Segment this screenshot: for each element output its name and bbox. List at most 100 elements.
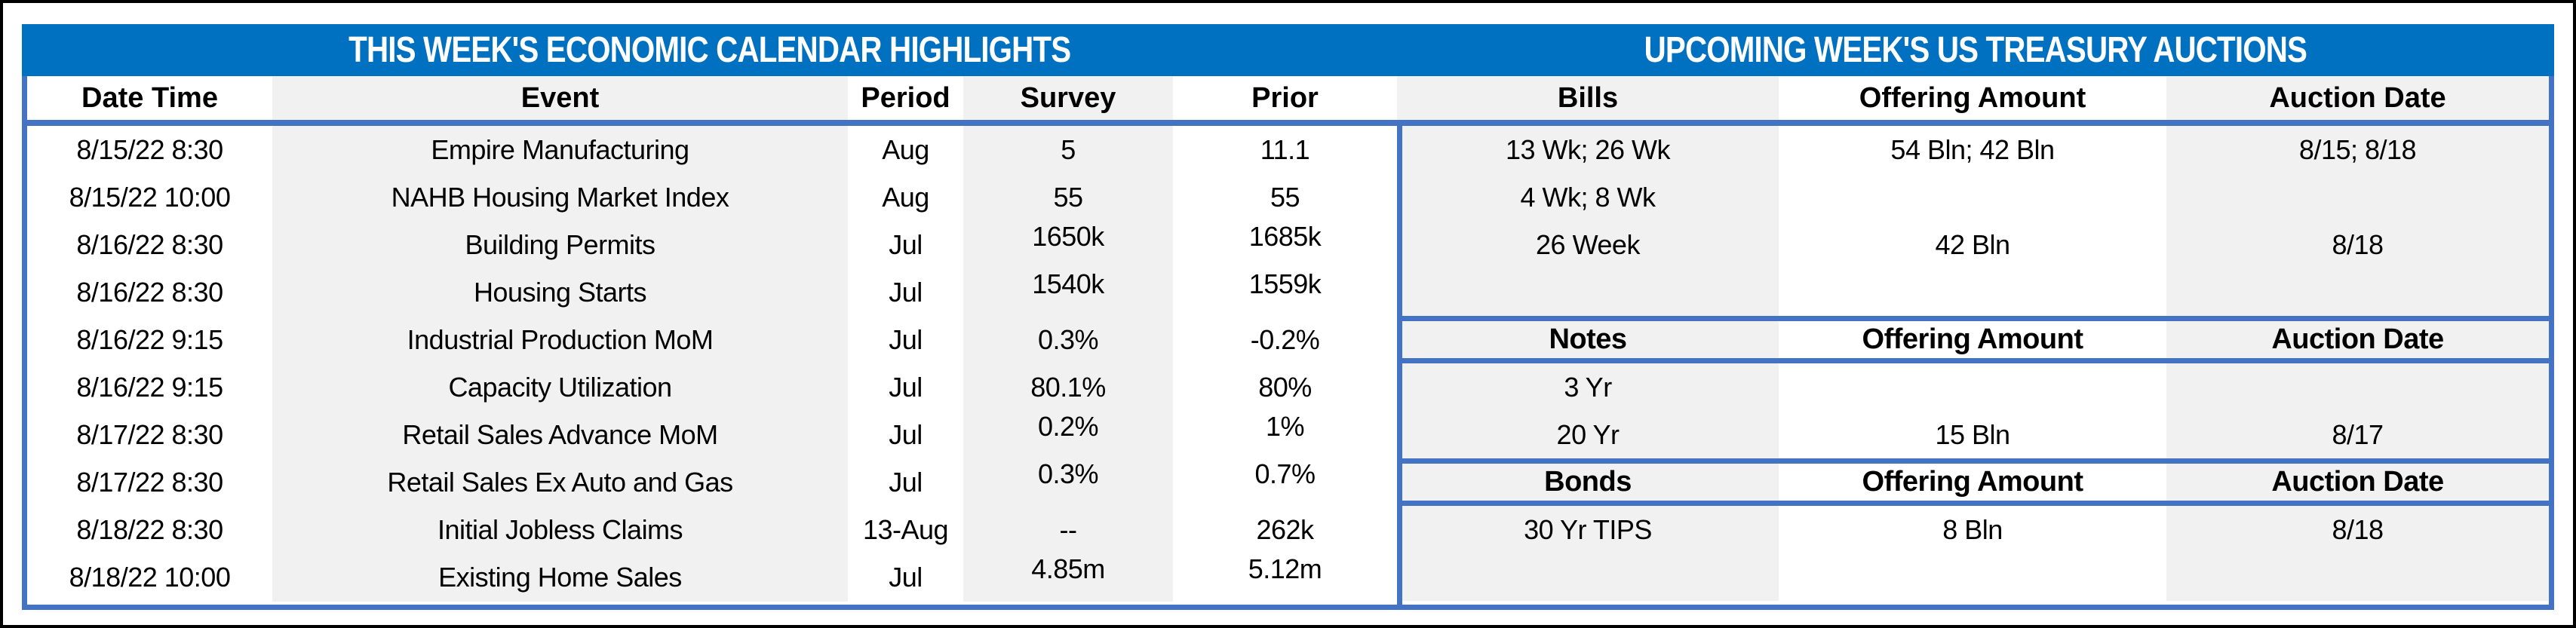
survey-cell: 0.3% [963, 316, 1173, 363]
header-offering-amount: Offering Amount [1779, 464, 2166, 501]
header-auction-date: Auction Date [2166, 464, 2549, 501]
calendar-row: 8/16/22 8:30 Housing Starts Jul 1540k 15… [27, 268, 1397, 317]
auction-date-cell: 8/18 [2166, 506, 2549, 553]
survey-cell: 55 [963, 173, 1173, 221]
calendar-row: 8/16/22 9:15 Industrial Production MoM J… [27, 316, 1397, 363]
prior-cell: 1685k [1173, 221, 1397, 269]
security-cell: 30 Yr TIPS [1397, 506, 1779, 553]
period-cell: Aug [848, 173, 963, 221]
bonds-header-row: Bonds Offering Amount Auction Date [1397, 458, 2549, 506]
auction-date-cell: 8/18 [2166, 221, 2549, 268]
event-cell: Industrial Production MoM [272, 316, 848, 363]
calendar-row: 8/18/22 10:00 Existing Home Sales Jul 4.… [27, 553, 1397, 602]
notes-header-row: Notes Offering Amount Auction Date [1397, 316, 2549, 363]
date-time-cell: 8/16/22 9:15 [27, 316, 272, 363]
prior-cell: 55 [1173, 173, 1397, 221]
period-cell: 13-Aug [848, 506, 963, 553]
prior-cell: 262k [1173, 506, 1397, 553]
date-time-cell: 8/16/22 9:15 [27, 363, 272, 411]
header-bonds: Bonds [1397, 464, 1779, 501]
period-cell: Jul [848, 411, 963, 459]
security-cell [1397, 553, 1779, 601]
period-cell: Jul [848, 316, 963, 363]
security-cell: 20 Yr [1397, 411, 1779, 458]
date-time-cell: 8/18/22 10:00 [27, 553, 272, 602]
header-event: Event [272, 76, 848, 120]
event-cell: Existing Home Sales [272, 553, 848, 602]
bills-row [1397, 268, 2549, 316]
event-cell: Retail Sales Ex Auto and Gas [272, 458, 848, 507]
prior-cell: 11.1 [1173, 126, 1397, 173]
calendar-row: 8/16/22 8:30 Building Permits Jul 1650k … [27, 221, 1397, 269]
date-time-cell: 8/15/22 8:30 [27, 126, 272, 173]
survey-cell: 0.2% [963, 411, 1173, 459]
security-cell: 3 Yr [1397, 363, 1779, 411]
auction-date-cell [2166, 553, 2549, 601]
auctions-title-band: UPCOMING WEEK'S US TREASURY AUCTIONS [1397, 24, 2554, 76]
offering-amount-cell: 15 Bln [1779, 411, 2166, 458]
calendar-title-band: THIS WEEK'S ECONOMIC CALENDAR HIGHLIGHTS [22, 24, 1397, 76]
period-cell: Jul [848, 458, 963, 507]
auction-date-cell [2166, 363, 2549, 411]
prior-cell: 0.7% [1173, 458, 1397, 507]
calendar-row: 8/15/22 8:30 Empire Manufacturing Aug 5 … [27, 126, 1397, 173]
date-time-cell: 8/15/22 10:00 [27, 173, 272, 221]
period-cell: Jul [848, 553, 963, 602]
notes-row: 3 Yr [1397, 363, 2549, 411]
offering-amount-cell: 8 Bln [1779, 506, 2166, 553]
notes-row: 20 Yr 15 Bln 8/17 [1397, 411, 2549, 458]
security-cell: 13 Wk; 26 Wk [1397, 126, 1779, 173]
event-cell: Building Permits [272, 221, 848, 269]
date-time-cell: 8/18/22 8:30 [27, 506, 272, 553]
event-cell: Empire Manufacturing [272, 126, 848, 173]
offering-amount-cell [1779, 363, 2166, 411]
header-offering-amount: Offering Amount [1779, 76, 2166, 120]
survey-cell: 5 [963, 126, 1173, 173]
header-auction-date: Auction Date [2166, 321, 2549, 358]
prior-cell: 1% [1173, 411, 1397, 459]
security-cell: 4 Wk; 8 Wk [1397, 173, 1779, 221]
calendar-body: 8/15/22 8:30 Empire Manufacturing Aug 5 … [27, 126, 1397, 605]
survey-cell: 4.85m [963, 553, 1173, 602]
period-cell: Aug [848, 126, 963, 173]
table-body: 8/15/22 8:30 Empire Manufacturing Aug 5 … [27, 126, 2549, 605]
date-time-cell: 8/17/22 8:30 [27, 458, 272, 507]
bonds-row: 30 Yr TIPS 8 Bln 8/18 [1397, 506, 2549, 553]
auctions-body: 13 Wk; 26 Wk 54 Bln; 42 Bln 8/15; 8/18 4… [1397, 126, 2549, 605]
auction-date-cell: 8/15; 8/18 [2166, 126, 2549, 173]
calendar-row: 8/15/22 10:00 NAHB Housing Market Index … [27, 173, 1397, 221]
offering-amount-cell [1779, 268, 2166, 316]
offering-amount-cell: 54 Bln; 42 Bln [1779, 126, 2166, 173]
calendar-row: 8/17/22 8:30 Retail Sales Advance MoM Ju… [27, 411, 1397, 459]
calendar-row: 8/16/22 9:15 Capacity Utilization Jul 80… [27, 363, 1397, 411]
offering-amount-cell: 42 Bln [1779, 221, 2166, 268]
offering-amount-cell [1779, 173, 2166, 221]
survey-cell: 80.1% [963, 363, 1173, 411]
grid: Date Time Event Period Survey Prior Bill… [22, 76, 2554, 610]
header-prior: Prior [1173, 76, 1397, 120]
header-notes: Notes [1397, 321, 1779, 358]
header-survey: Survey [963, 76, 1173, 120]
survey-cell: 1540k [963, 268, 1173, 317]
date-time-cell: 8/16/22 8:30 [27, 221, 272, 269]
survey-cell: -- [963, 506, 1173, 553]
survey-cell: 0.3% [963, 458, 1173, 507]
table-area: THIS WEEK'S ECONOMIC CALENDAR HIGHLIGHTS… [22, 24, 2554, 610]
event-cell: Initial Jobless Claims [272, 506, 848, 553]
security-cell: 26 Week [1397, 221, 1779, 268]
date-time-cell: 8/16/22 8:30 [27, 268, 272, 317]
title-band: THIS WEEK'S ECONOMIC CALENDAR HIGHLIGHTS… [22, 24, 2554, 76]
period-cell: Jul [848, 363, 963, 411]
security-cell [1397, 268, 1779, 316]
prior-cell: -0.2% [1173, 316, 1397, 363]
bonds-row [1397, 553, 2549, 601]
event-cell: Housing Starts [272, 268, 848, 317]
calendar-row: 8/18/22 8:30 Initial Jobless Claims 13-A… [27, 506, 1397, 553]
auction-date-cell: 8/17 [2166, 411, 2549, 458]
prior-cell: 80% [1173, 363, 1397, 411]
prior-cell: 1559k [1173, 268, 1397, 317]
bills-row: 13 Wk; 26 Wk 54 Bln; 42 Bln 8/15; 8/18 [1397, 126, 2549, 173]
prior-cell: 5.12m [1173, 553, 1397, 602]
calendar-title: THIS WEEK'S ECONOMIC CALENDAR HIGHLIGHTS [348, 30, 1071, 70]
